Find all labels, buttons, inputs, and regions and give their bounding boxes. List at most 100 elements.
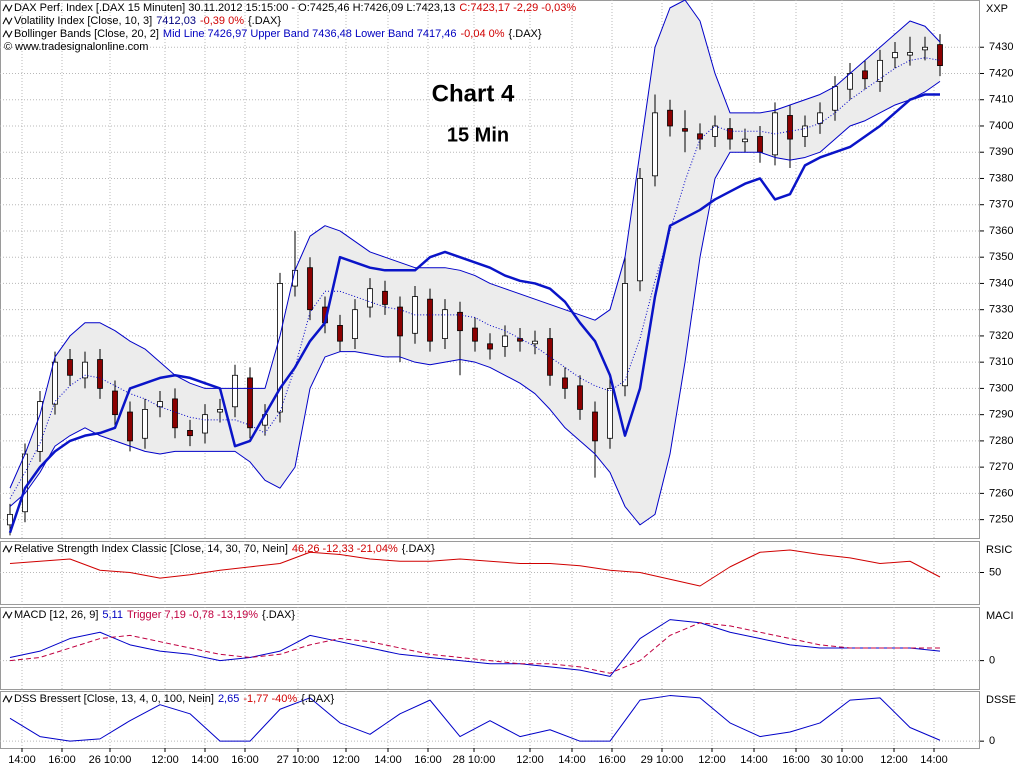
indicator-icon [2,3,13,13]
candle-body [862,70,868,80]
header-part: Trigger 7,19 -0,78 -13,19% [127,609,258,621]
series-line [9,622,940,674]
candle-body [277,283,283,413]
indicator-header: MACD [12, 26, 9] 5,11 Trigger 7,19 -0,78 -… [14,609,295,621]
x-tick-label: 14:00 [191,754,219,766]
y-tick-label: 7370 [989,199,1013,211]
panel [0,691,980,749]
header-part: Relative Strength Index Classic [Close, … [14,543,288,555]
header-part: {.DAX} [248,15,281,27]
candle-body [802,125,808,137]
y-tick-label: 7320 [989,330,1013,342]
band-fill [10,0,940,525]
candle-body [442,309,448,339]
header-part: {.DAX} [402,543,435,555]
header-part: -0,39 0% [200,15,244,27]
candle-body [157,401,163,408]
y-tick-label: 7290 [989,409,1013,421]
candle-body [652,112,658,177]
candle-body [607,388,613,439]
header-part: 2,65 [218,693,239,705]
candle-body [52,361,58,405]
header-part: {.DAX} [509,28,542,40]
x-tick-label: 28 10:00 [453,754,496,766]
header-part: MACD [12, 26, 9] [14,609,98,621]
candle-body [82,361,88,379]
series-line [9,0,941,489]
candle-body [937,44,943,67]
candle-body [502,335,508,347]
candle-body [922,46,928,51]
y-tick-label: 50 [989,566,1001,578]
candle-body [532,340,538,345]
candle-body [22,453,28,513]
y-tick-label: 0 [989,655,995,667]
x-tick-label: 27 10:00 [277,754,320,766]
candle-body [577,385,583,410]
y-tick-label: 7390 [989,146,1013,158]
y-tick-label: 7350 [989,251,1013,263]
candle-body [172,398,178,429]
y-tick-label: 7280 [989,435,1013,447]
candle-body [217,409,223,413]
panel [0,607,980,690]
candle-body [67,359,73,376]
candle-body [742,138,748,143]
y-tick-label: 7430 [989,41,1013,53]
candle-body [352,309,358,339]
header-part: DAX Perf. Index [.DAX 15 Minuten] 30.11.… [14,2,455,14]
candle-body [712,125,718,137]
axis-label: MACI [986,610,1014,622]
candle-body [517,338,523,342]
header-part: Volatility Index [Close, 10, 3] [14,15,152,27]
indicator-header: Relative Strength Index Classic [Close, … [14,543,435,555]
candle-body [892,52,898,59]
header-part: C:7423,17 -2,29 -0,03% [459,2,576,14]
candle-body [562,377,568,389]
candle-body [457,311,463,332]
x-tick-label: 12:00 [698,754,726,766]
candle-body [397,306,403,337]
header-part: {.DAX} [301,693,334,705]
annotation: 15 Min [447,124,509,146]
indicator-icon [2,29,13,39]
candle-body [187,429,193,437]
candle-body [202,414,208,434]
indicator-icon [2,694,13,704]
candle-body [7,513,13,526]
candle-body [127,411,133,442]
candle-body [97,359,103,389]
candle-body [367,288,373,308]
x-tick-label: 14:00 [558,754,586,766]
header-part: 7412,03 [156,15,196,27]
candle-body [877,59,883,82]
x-tick-label: 16:00 [782,754,810,766]
x-tick-label: 26 10:00 [89,754,132,766]
series-line [9,619,941,677]
axis-label: XXP [986,3,1008,15]
y-tick-label: 7340 [989,277,1013,289]
y-tick-label: 7330 [989,304,1013,316]
x-tick-label: 12:00 [332,754,360,766]
series-line [9,549,941,587]
series-line [9,80,941,526]
y-tick-label: 7260 [989,487,1013,499]
indicator-icon [2,610,13,620]
header-part: 46,26 -12,33 -21,04% [292,543,398,555]
candle-body [697,133,703,140]
y-tick-label: 7270 [989,461,1013,473]
y-tick-label: 7410 [989,94,1013,106]
candle-body [247,377,253,429]
y-tick-label: 7360 [989,225,1013,237]
x-tick-label: 16:00 [231,754,259,766]
x-tick-label: 14:00 [920,754,948,766]
candle-body [727,128,733,140]
candle-body [472,327,478,342]
y-tick-label: 7250 [989,514,1013,526]
candle-body [232,374,238,408]
candle-body [337,325,343,342]
candle-body [592,411,598,442]
candle-body [547,338,553,376]
